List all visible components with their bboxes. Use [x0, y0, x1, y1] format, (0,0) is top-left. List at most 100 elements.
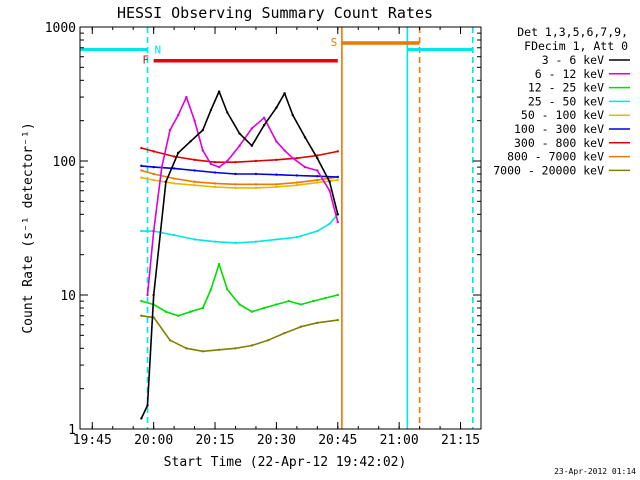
series-0: [140, 90, 339, 420]
series-2-point-12: [275, 303, 278, 306]
series-8-point-10: [299, 325, 303, 328]
series-1-point-12: [250, 127, 254, 130]
series-5-point-4: [213, 171, 217, 174]
series-3-point-6: [254, 240, 258, 243]
series-0-point-16: [303, 136, 307, 139]
x-tick-label-0: 19:45: [73, 433, 112, 448]
y-tick-label-1: 10: [60, 289, 76, 304]
series-8-point-5: [217, 348, 221, 351]
series-1-point-14: [275, 140, 278, 143]
series-0-point-17: [316, 156, 319, 160]
x-axis-ticks: 19:45 20:00 20:15 20:30 20:45 21:00 21:15: [73, 27, 482, 448]
series-3-point-3: [193, 238, 196, 241]
series-2-point-8: [226, 288, 229, 291]
series-3-point-8: [295, 235, 299, 239]
y-tick-label-2: 100: [53, 155, 76, 170]
series-3-point-4: [213, 240, 217, 243]
series-0-point-11: [250, 144, 254, 147]
y-axis-label: Count Rate (s⁻¹ detector⁻¹): [21, 122, 36, 333]
series-1-point-16: [291, 156, 294, 160]
series-3-point-7: [275, 238, 278, 241]
series-1-point-5: [185, 95, 188, 99]
series-1-point-0: [146, 293, 149, 297]
series-1-point-2: [160, 165, 164, 169]
series-6-point-8: [295, 156, 299, 160]
series-1-point-11: [238, 144, 241, 147]
series-6-point-2: [172, 155, 176, 158]
series-2-point-16: [324, 296, 327, 300]
x-tick-label-2: 20:15: [195, 433, 234, 448]
series-5-point-7: [275, 173, 278, 176]
series-8-point-6: [234, 347, 237, 350]
y-tick-label-3: 1000: [45, 21, 76, 36]
series-0-point-4: [177, 151, 180, 155]
series-1-point-3: [168, 128, 172, 132]
series-3-point-2: [172, 233, 176, 237]
series-0-point-9: [226, 111, 229, 114]
series-5-point-5: [234, 172, 237, 176]
series-8-point-3: [185, 347, 188, 350]
x-tick-label-6: 21:15: [441, 433, 480, 448]
timestamp: 23-Apr-2012 01:14: [554, 467, 636, 476]
series-6-point-1: [152, 150, 155, 153]
series-6-point-0: [140, 146, 143, 150]
series-5: [140, 164, 339, 179]
series-1-point-15: [283, 149, 286, 152]
series-1-point-4: [177, 113, 180, 117]
series-2-point-13: [287, 299, 290, 303]
series-1-point-9: [217, 165, 221, 169]
series-4-point-5: [234, 186, 237, 190]
series-8: [140, 314, 339, 353]
series-7-point-5: [234, 183, 237, 186]
x-axis-label: Start Time (22-Apr-12 19:42:02): [164, 455, 407, 470]
series-line-4: [141, 176, 338, 189]
series-2-point-7: [217, 262, 221, 266]
series-0-point-1: [146, 404, 149, 407]
series-6-point-6: [254, 159, 258, 163]
series-4-point-6: [254, 186, 258, 190]
series-4-point-3: [193, 183, 196, 187]
chart-title: HESSI Observing Summary Count Rates: [117, 4, 433, 22]
series-8-point-12: [336, 318, 339, 322]
series-2-point-0: [140, 299, 143, 303]
series-2-point-10: [250, 310, 254, 313]
series-6: [140, 146, 339, 164]
series-0-point-7: [209, 108, 213, 112]
plot-area: NF S: [80, 27, 474, 429]
series-0-point-2: [152, 293, 155, 297]
flag-label-S: S: [331, 36, 338, 49]
series-line-3: [141, 213, 339, 244]
series-2-point-17: [336, 293, 339, 297]
flag-label-N: N: [155, 43, 162, 56]
series-0-point-13: [275, 106, 278, 109]
series-2-point-4: [189, 310, 192, 313]
series-1-point-19: [328, 189, 331, 192]
series-2-point-11: [262, 306, 266, 310]
series-7-point-4: [213, 182, 217, 185]
series-4-point-8: [295, 183, 299, 187]
legend-label-2: 12 - 25 keV: [528, 81, 604, 95]
legend-label-5: 100 - 300 keV: [514, 122, 604, 136]
series-5-point-0: [140, 164, 143, 168]
series-3-point-9: [316, 229, 319, 233]
series-0-point-6: [201, 128, 204, 132]
series-3-point-5: [234, 241, 237, 245]
series-4-point-7: [275, 185, 278, 189]
series-3-point-10: [328, 222, 331, 225]
plot-frame: [79, 26, 482, 430]
series-4-point-2: [172, 182, 176, 185]
series-line-0: [140, 90, 339, 419]
series-2-point-2: [164, 310, 168, 313]
legend-label-8: 7000 - 20000 keV: [493, 163, 604, 177]
series-0-point-19: [336, 213, 339, 216]
legend-header-2: FDecim 1, Att 0: [524, 39, 628, 53]
series-0-point-10: [238, 132, 241, 135]
series-1-point-20: [336, 220, 339, 224]
legend-label-1: 6 - 12 keV: [535, 67, 604, 81]
series-8-point-2: [168, 338, 172, 342]
series-4-point-10: [336, 178, 339, 182]
legend-label-6: 300 - 800 keV: [514, 136, 604, 150]
series-6-point-4: [213, 160, 217, 164]
series-0-point-5: [189, 140, 192, 143]
